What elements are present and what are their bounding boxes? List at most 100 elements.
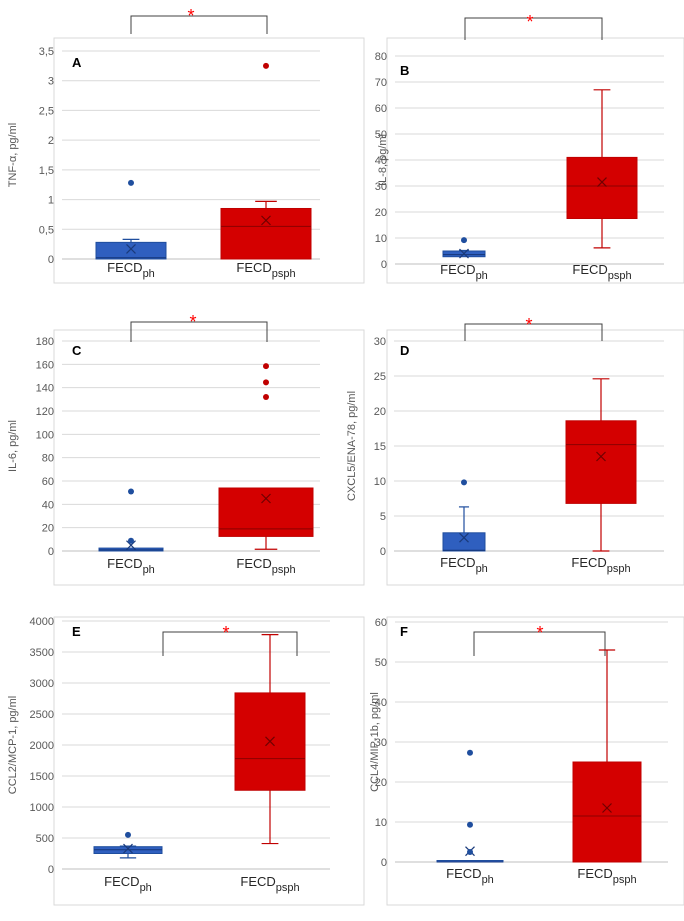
box-ph xyxy=(442,237,486,259)
y-axis-label: CCL4/MIP-1b, pg/ml xyxy=(369,692,381,792)
y-tick-label: 30 xyxy=(374,336,386,348)
y-tick-label: 3,5 xyxy=(39,46,54,58)
panel-letter: F xyxy=(400,624,408,639)
y-tick-label: 5 xyxy=(380,511,386,523)
panel-frame xyxy=(53,37,365,284)
mean-marker xyxy=(597,177,607,188)
mean-marker xyxy=(126,243,136,254)
y-tick-label: 50 xyxy=(375,657,387,669)
box-ph xyxy=(436,749,504,863)
category-label: FECDph xyxy=(446,866,494,886)
y-tick-label: 500 xyxy=(36,833,54,845)
box-iqr xyxy=(565,420,637,504)
significance-bracket xyxy=(162,631,298,656)
outlier-point xyxy=(128,537,134,544)
mean-marker xyxy=(261,493,271,504)
box-ph xyxy=(93,831,163,859)
significance-bracket xyxy=(130,15,268,34)
category-name: FECD xyxy=(104,874,139,889)
y-axis-label: TNF-α, pg/ml xyxy=(7,123,19,187)
category-name: FECD xyxy=(440,555,475,570)
y-tick-label: 2 xyxy=(48,135,54,147)
y-tick-label: 60 xyxy=(375,103,387,115)
box-ph xyxy=(442,479,486,552)
y-tick-label: 3000 xyxy=(30,678,54,690)
y-tick-label: 1,5 xyxy=(39,165,54,177)
y-tick-label: 0 xyxy=(381,259,387,271)
box-ph xyxy=(95,179,167,260)
significance-bracket xyxy=(464,17,603,40)
panel-frame xyxy=(386,329,684,586)
box-psph xyxy=(572,649,642,863)
y-tick-label: 1000 xyxy=(30,802,54,814)
category-name: FECD xyxy=(572,262,607,277)
y-tick-label: 180 xyxy=(36,336,54,348)
y-tick-label: 80 xyxy=(42,453,54,465)
category-name: FECD xyxy=(107,556,142,571)
box-psph xyxy=(234,634,306,845)
y-tick-label: 30 xyxy=(375,737,387,749)
box-iqr xyxy=(442,532,486,552)
panel-letter: B xyxy=(400,63,409,78)
y-tick-label: 20 xyxy=(375,207,387,219)
y-tick-label: 4000 xyxy=(30,616,54,628)
y-tick-label: 40 xyxy=(375,697,387,709)
box-iqr xyxy=(572,761,642,863)
box-iqr xyxy=(566,156,638,219)
category-label: FECDpsph xyxy=(236,556,295,576)
category-subscript: psph xyxy=(276,882,300,894)
category-label: FECDph xyxy=(104,874,152,894)
panel-E: 0 500 1000 1500 2000 2500 3000 3500 4000 CCL2/MCP… xyxy=(7,616,365,906)
category-label: FECDpsph xyxy=(236,260,295,280)
mean-marker xyxy=(602,803,612,813)
category-label: FECDpsph xyxy=(577,866,636,886)
category-name: FECD xyxy=(240,874,275,889)
category-subscript: psph xyxy=(272,268,296,280)
outlier-point xyxy=(263,363,269,370)
panel-letter: E xyxy=(72,624,81,639)
y-axis-label: IL-6, pg/ml xyxy=(7,420,19,472)
y-tick-label: 50 xyxy=(375,129,387,141)
mean-marker xyxy=(261,215,271,226)
significance-star: * xyxy=(526,12,533,32)
box-psph xyxy=(220,62,312,260)
significance-star: * xyxy=(536,623,543,643)
y-tick-label: 60 xyxy=(42,476,54,488)
y-tick-label: 2,5 xyxy=(39,105,54,117)
panel-C: 0 20 40 60 80 100 120 140 160 180 IL-6, pg/ml C * FEC… xyxy=(7,312,365,586)
y-tick-label: 80 xyxy=(375,51,387,63)
y-tick-label: 0 xyxy=(381,857,387,869)
outlier-point xyxy=(263,394,269,400)
category-name: FECD xyxy=(446,866,481,881)
y-tick-label: 25 xyxy=(374,371,386,383)
outlier-point xyxy=(467,849,473,855)
y-tick-label: 40 xyxy=(375,155,387,167)
y-axis-label: IL-8, pg/ml xyxy=(377,134,389,186)
category-label: FECDph xyxy=(107,556,155,576)
y-tick-label: 10 xyxy=(375,817,387,829)
category-label: FECDph xyxy=(440,555,488,575)
y-tick-label: 0 xyxy=(48,864,54,876)
category-name: FECD xyxy=(107,260,142,275)
outlier-point xyxy=(467,821,473,828)
mean-marker xyxy=(126,540,136,551)
category-subscript: ph xyxy=(143,268,155,280)
significance-star: * xyxy=(525,315,532,335)
category-name: FECD xyxy=(440,262,475,277)
outlier-point xyxy=(263,62,269,69)
panel-frame xyxy=(53,616,365,906)
significance-star: * xyxy=(187,6,194,26)
mean-marker xyxy=(123,843,133,854)
y-tick-label: 0 xyxy=(380,546,386,558)
mean-marker xyxy=(596,451,606,462)
panel-letter: A xyxy=(72,55,82,70)
y-tick-label: 3500 xyxy=(30,647,54,659)
outlier-point xyxy=(467,749,473,756)
outlier-point xyxy=(461,479,467,486)
y-tick-label: 2000 xyxy=(30,740,54,752)
y-tick-label: 160 xyxy=(36,359,54,371)
mean-marker xyxy=(265,736,275,747)
